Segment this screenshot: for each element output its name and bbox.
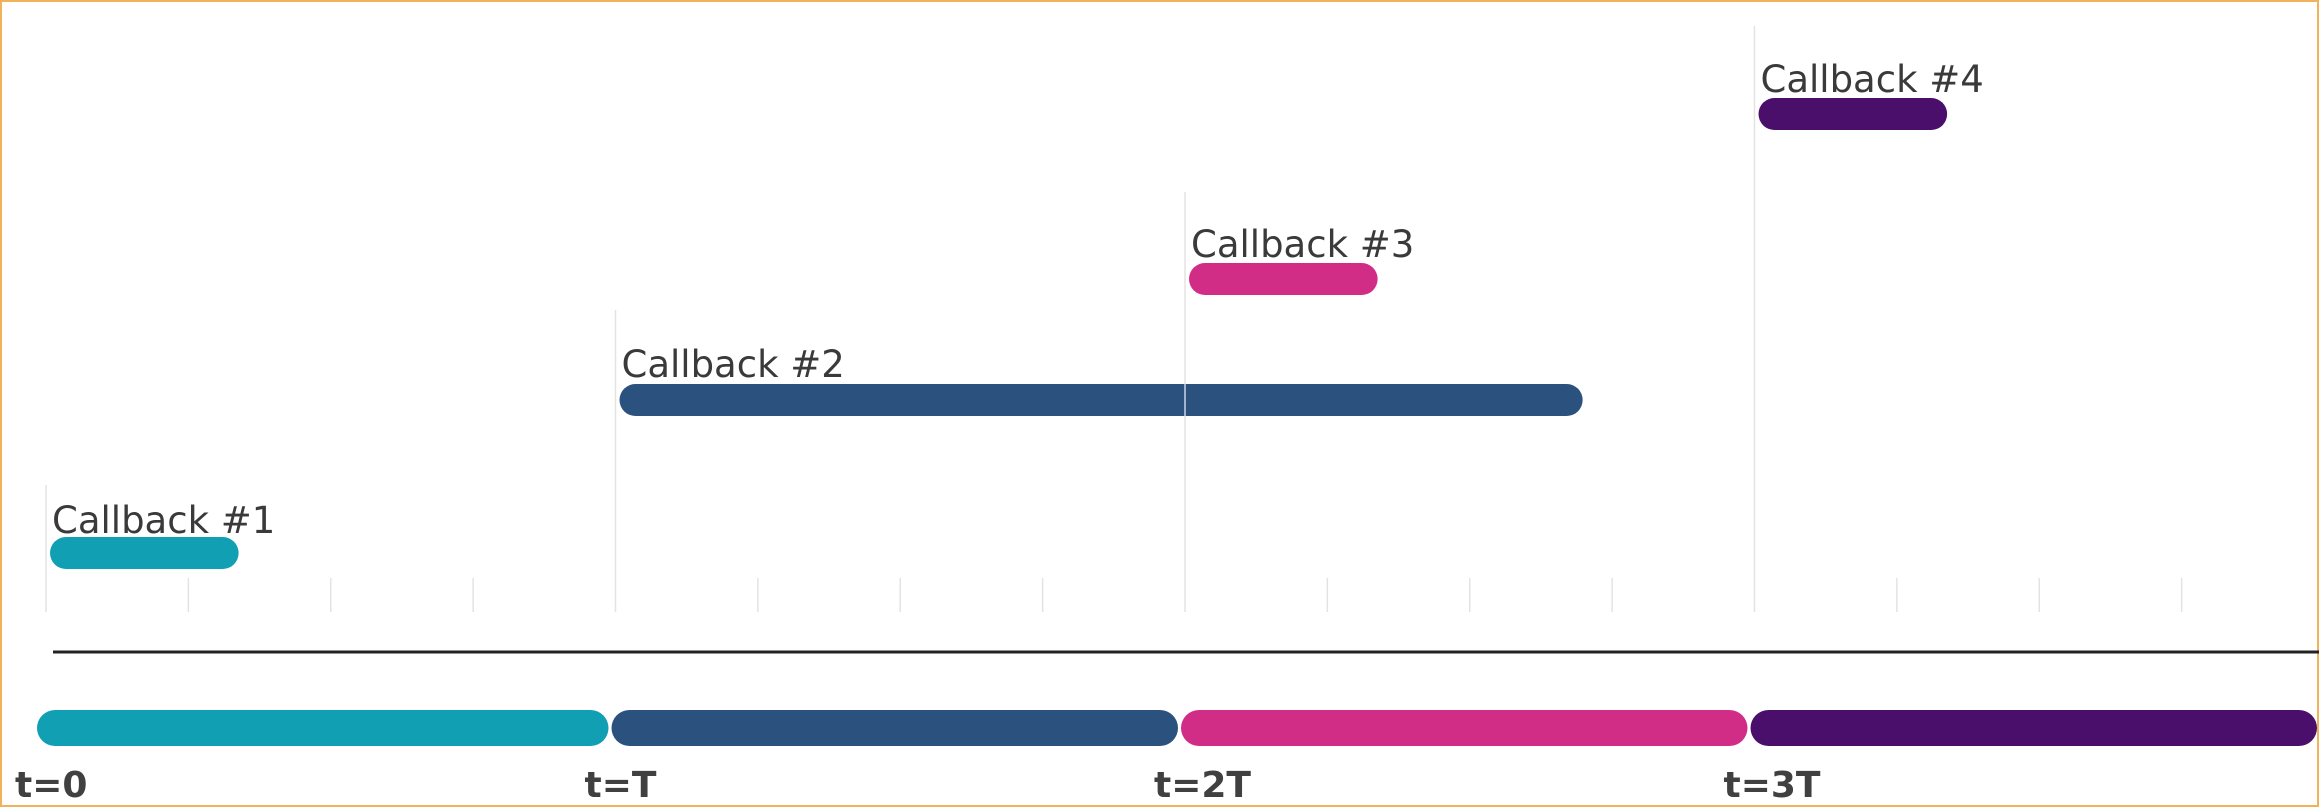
- time-label: t=T: [585, 765, 657, 806]
- period-bar: [611, 710, 1178, 746]
- callback-bar: [1758, 98, 1948, 130]
- callback-bars: Callback #1 Callback #2 Callback #3 Callbac…: [50, 58, 1984, 569]
- grid-lines: [45, 26, 1756, 612]
- callback-bar: [619, 384, 1583, 416]
- period-bar: [1750, 710, 2317, 746]
- callback-label: Callback #1: [52, 499, 275, 542]
- time-labels: t=0 t=T t=2T t=3T: [15, 765, 1821, 806]
- callback-label: Callback #3: [1191, 223, 1414, 266]
- callback-label: Callback #2: [622, 343, 845, 386]
- period-bar: [37, 710, 609, 746]
- time-label: t=2T: [1154, 765, 1251, 806]
- time-label: t=3T: [1724, 765, 1821, 806]
- minor-ticks: [187, 578, 2183, 612]
- callback-bar: [50, 537, 239, 569]
- callback-label: Callback #4: [1761, 58, 1984, 101]
- period-bars: [37, 710, 2317, 746]
- callback-bar: [1189, 263, 1378, 295]
- period-bar: [1181, 710, 1748, 746]
- time-label: t=0: [15, 765, 87, 806]
